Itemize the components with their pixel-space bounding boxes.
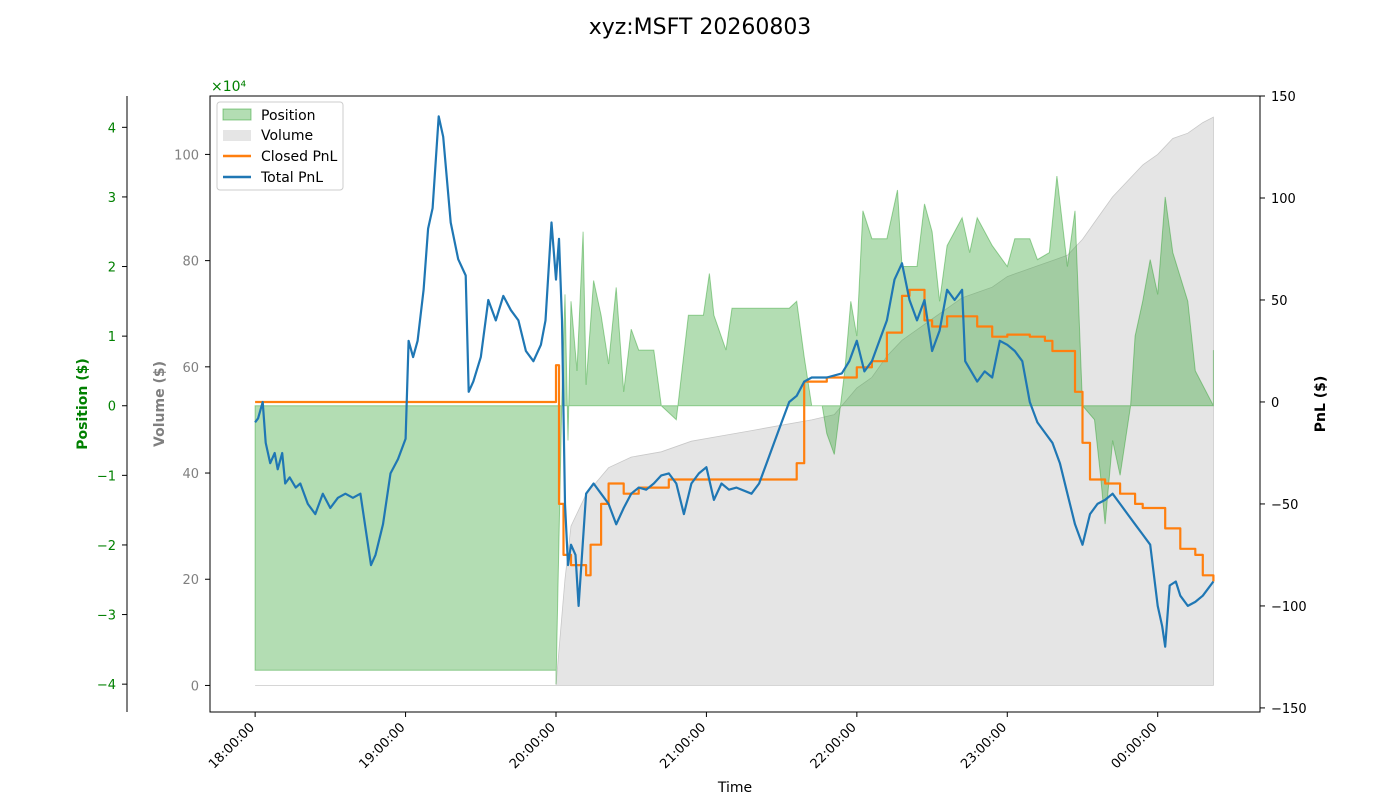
legend-box xyxy=(216,101,344,191)
position-tick-label: 0 xyxy=(108,400,116,415)
volume-tick-label: 0 xyxy=(191,679,199,694)
legend-swatch-position xyxy=(222,108,252,121)
legend-label-volume: Volume xyxy=(261,128,313,144)
volume-tick-label: 40 xyxy=(182,467,199,482)
position-tick-label: 2 xyxy=(108,261,116,276)
pnl-tick-label: −150 xyxy=(1271,702,1307,717)
pnl-tick-label: 100 xyxy=(1271,192,1296,207)
volume-axis-label: Volume ($) xyxy=(152,361,168,447)
position-axis-label: Position ($) xyxy=(75,358,91,450)
volume-area xyxy=(255,116,1214,686)
plot-frame xyxy=(209,95,1261,713)
volume-axis: 0 20 40 60 80 100 xyxy=(174,148,210,694)
volume-tick-label: 100 xyxy=(174,148,199,163)
plot-area xyxy=(254,115,1215,686)
legend-swatch-volume xyxy=(223,130,251,141)
pnl-tick-label: 50 xyxy=(1271,294,1288,309)
position-tick-label: −4 xyxy=(97,678,116,693)
total-pnl-line xyxy=(254,115,1215,648)
position-tick-label: 3 xyxy=(108,191,116,206)
legend-label-closed-pnl: Closed PnL xyxy=(261,149,338,165)
volume-tick-label: 80 xyxy=(182,255,199,270)
pnl-axis: −150 −100 −50 0 50 100 150 xyxy=(1260,90,1307,717)
position-tick-label: −1 xyxy=(97,469,116,484)
chart-title: xyz:MSFT 20260803 xyxy=(589,15,812,40)
pnl-tick-label: 150 xyxy=(1271,90,1296,105)
pnl-tick-label: −100 xyxy=(1271,600,1307,615)
position-axis-multiplier: ×10⁴ xyxy=(211,79,247,95)
legend-label-total-pnl: Total PnL xyxy=(260,170,323,186)
pnl-tick-label: −50 xyxy=(1271,498,1298,513)
x-axis-label: Time xyxy=(717,780,752,796)
position-tick-label: 4 xyxy=(108,121,116,136)
position-tick-label: −3 xyxy=(97,609,116,624)
legend-label-position: Position xyxy=(261,108,316,124)
volume-tick-label: 20 xyxy=(182,573,199,588)
legend: Position Volume Closed PnL Total PnL xyxy=(216,101,344,191)
position-tick-label: 1 xyxy=(108,330,116,345)
pnl-axis-label: PnL ($) xyxy=(1313,376,1329,433)
volume-tick-label: 60 xyxy=(182,361,199,376)
position-tick-label: −2 xyxy=(97,539,116,554)
position-axis: −4 −3 −2 −1 0 1 2 3 4 xyxy=(97,121,127,693)
position-area xyxy=(254,175,1214,685)
pnl-tick-label: 0 xyxy=(1271,396,1279,411)
